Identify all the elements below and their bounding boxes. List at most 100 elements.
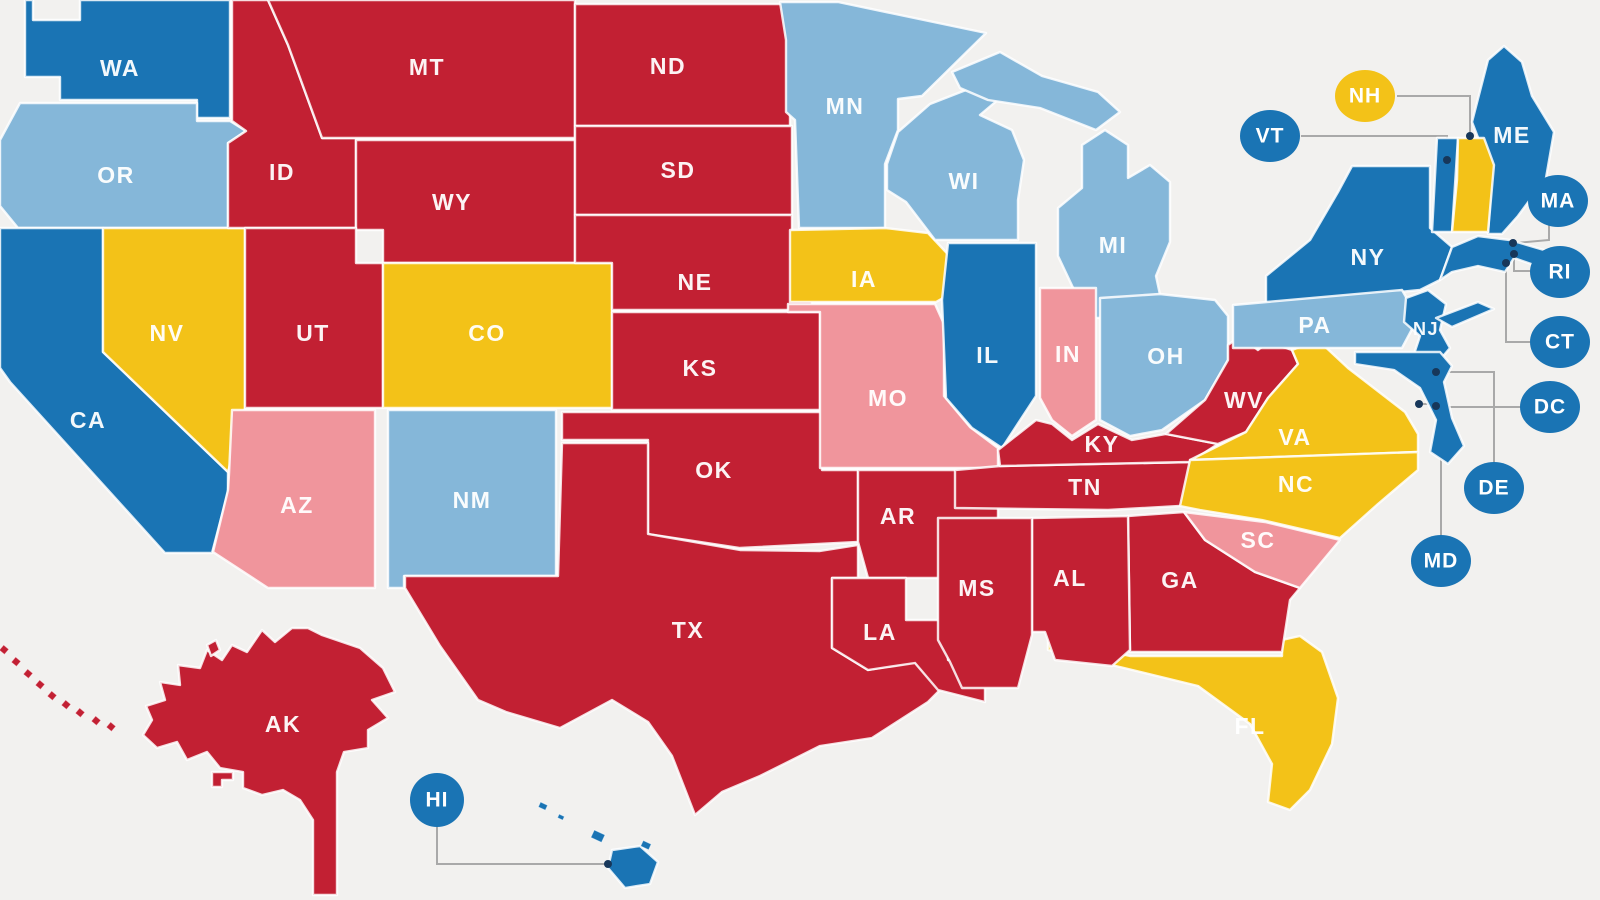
callout-hi-circle[interactable]: [410, 773, 464, 827]
aleutian-island-3[interactable]: [22, 668, 34, 680]
state-wi[interactable]: [885, 74, 1026, 242]
aleutian-island-9[interactable]: [105, 721, 117, 733]
state-label-mn: MN: [826, 93, 865, 119]
aleutian-island-8[interactable]: [90, 715, 102, 727]
state-wa[interactable]: [23, 0, 232, 120]
state-nc[interactable]: [1178, 450, 1420, 540]
aleutian-island-5[interactable]: [46, 690, 58, 702]
state-label-ok: OK: [695, 457, 733, 483]
state-label-id: ID: [269, 159, 295, 185]
callout-ct-label: CT: [1545, 331, 1575, 354]
state-label-in: IN: [1055, 341, 1081, 367]
callout-anchor-dot-6: [1432, 402, 1440, 410]
state-label-sc: SC: [1241, 527, 1276, 553]
aleutian-island-1[interactable]: [0, 644, 10, 656]
state-label-ky: KY: [1085, 431, 1120, 457]
hawaii-island-2[interactable]: [556, 813, 566, 821]
callout-vt-circle[interactable]: [1240, 110, 1300, 162]
state-label-ca: CA: [70, 407, 106, 433]
long-island[interactable]: [1434, 300, 1496, 329]
state-in[interactable]: [1038, 286, 1098, 438]
callout-md-label: MD: [1424, 550, 1459, 573]
callout-line-nh: [1397, 95, 1471, 133]
state-az[interactable]: [211, 408, 377, 590]
state-pa[interactable]: [1231, 288, 1420, 350]
hawaii-island-4[interactable]: [639, 839, 653, 851]
callout-ma-circle[interactable]: [1528, 175, 1588, 227]
state-mn[interactable]: [778, 0, 988, 230]
states-layer: [0, 0, 1558, 897]
state-label-mo: MO: [868, 385, 908, 411]
hawaii-island-3[interactable]: [590, 829, 606, 844]
callout-nh-circle[interactable]: [1335, 70, 1395, 122]
michigan-upper-peninsula[interactable]: [950, 50, 1122, 132]
callout-ri-circle[interactable]: [1530, 246, 1590, 298]
callout-anchor-dot-7: [1432, 368, 1440, 376]
callout-anchor-dot-9: [604, 860, 612, 868]
alaska-islet[interactable]: [205, 638, 222, 658]
state-label-ks: KS: [683, 355, 718, 381]
callout-lines: [436, 95, 1550, 865]
state-ms[interactable]: [936, 516, 1034, 690]
new-hampshire-state[interactable]: [1450, 136, 1496, 234]
state-label-il: IL: [976, 342, 999, 368]
state-label-ne: NE: [678, 269, 713, 295]
callout-hi-label: HI: [426, 789, 449, 812]
state-mt[interactable]: [266, 0, 577, 140]
callout-md-circle[interactable]: [1411, 535, 1471, 587]
state-label-ak: AK: [265, 711, 301, 737]
state-label-sd: SD: [661, 157, 696, 183]
aleutian-island-2[interactable]: [10, 656, 22, 668]
state-label-wa: WA: [100, 55, 140, 81]
state-label-wy: WY: [432, 189, 472, 215]
callout-dc-label: DC: [1534, 396, 1566, 419]
state-label-wv: WV: [1224, 387, 1264, 413]
aleutian-island-7[interactable]: [74, 707, 86, 719]
state-al[interactable]: [1030, 514, 1132, 668]
state-label-or: OR: [97, 162, 135, 188]
state-tx[interactable]: [403, 441, 942, 817]
callout-line-hi: [436, 826, 606, 865]
state-il[interactable]: [940, 241, 1038, 450]
callout-anchor-dot-3: [1509, 239, 1517, 247]
state-ak[interactable]: [141, 626, 397, 897]
callout-ct-circle[interactable]: [1530, 316, 1590, 368]
hawaii-island-1[interactable]: [537, 801, 549, 812]
callout-anchor-dot-5: [1502, 259, 1510, 267]
kodiak-island[interactable]: [210, 770, 235, 789]
callout-vt-label: VT: [1256, 125, 1285, 148]
state-ky[interactable]: [996, 418, 1220, 468]
state-label-me: ME: [1493, 122, 1531, 148]
state-mo[interactable]: [786, 302, 1000, 470]
state-mi[interactable]: [1056, 128, 1172, 320]
callout-ma-label: MA: [1541, 190, 1576, 213]
state-label-va: VA: [1278, 424, 1311, 450]
state-label-tn: TN: [1068, 474, 1102, 500]
state-label-co: CO: [468, 320, 506, 346]
state-label-al: AL: [1053, 565, 1087, 591]
callout-anchor-dot-8: [1415, 400, 1423, 408]
state-label-la: LA: [863, 619, 897, 645]
state-label-nm: NM: [453, 487, 492, 513]
state-label-ut: UT: [296, 320, 330, 346]
state-ny[interactable]: [1264, 164, 1454, 307]
callout-de-circle[interactable]: [1464, 462, 1524, 514]
state-label-ny: NY: [1351, 244, 1386, 270]
callout-line-ma: [1515, 224, 1550, 244]
callout-anchor-dot-1: [1466, 132, 1474, 140]
new-england-coast[interactable]: [1438, 234, 1558, 282]
callout-anchor-dots: [604, 132, 1518, 868]
state-label-nc: NC: [1278, 471, 1314, 497]
maryland-delaware-peninsula[interactable]: [1353, 350, 1466, 466]
callout-nh-label: NH: [1349, 85, 1381, 108]
callout-dc-circle[interactable]: [1520, 381, 1580, 433]
state-label-pa: PA: [1298, 312, 1331, 338]
state-label-oh: OH: [1147, 343, 1185, 369]
state-sc[interactable]: [1182, 510, 1342, 590]
aleutian-island-4[interactable]: [34, 679, 46, 691]
aleutian-island-6[interactable]: [60, 699, 72, 711]
callout-badges: NH VT MA RI CT DC DE MD HI: [410, 70, 1590, 827]
callout-de-label: DE: [1478, 477, 1509, 500]
